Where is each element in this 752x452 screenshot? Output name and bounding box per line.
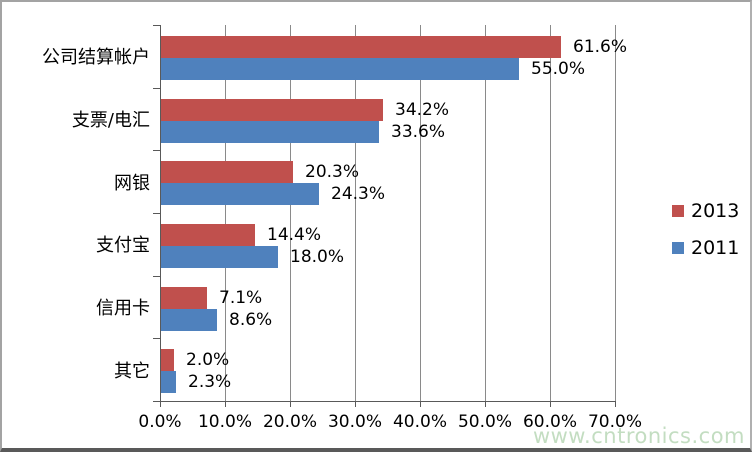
y-axis-tick <box>153 150 160 151</box>
category-label: 其它 <box>114 360 150 382</box>
value-label-2011-支付宝: 18.0% <box>290 247 345 267</box>
value-label-2011-网银: 24.3% <box>331 184 386 204</box>
x-axis-tick-20.0% <box>290 402 291 407</box>
bar-2011-信用卡 <box>161 309 217 331</box>
legend-label-2013: 2013 <box>691 200 740 222</box>
value-label-2011-其它: 2.3% <box>188 372 232 392</box>
bar-2013-支票/电汇 <box>161 99 383 121</box>
watermark-text: www.cntronics.com <box>532 424 745 448</box>
x-axis-line <box>159 401 616 402</box>
legend-swatch-2013 <box>672 205 684 217</box>
x-axis-label: 70.0% <box>587 412 642 432</box>
x-axis-label: 20.0% <box>262 412 317 432</box>
bar-2013-网银 <box>161 161 293 183</box>
bar-2013-信用卡 <box>161 287 207 309</box>
x-axis-label: 40.0% <box>392 412 447 432</box>
gridline-30.0% <box>355 25 356 401</box>
bar-2011-其它 <box>161 371 176 393</box>
legend-entry-2011: 2011 <box>672 238 739 258</box>
gridline-60.0% <box>550 25 551 401</box>
category-label: 支付宝 <box>96 235 150 257</box>
value-label-2013-支票/电汇: 34.2% <box>395 100 450 120</box>
category-label: 网银 <box>114 172 150 194</box>
x-axis-label: 0.0% <box>138 412 182 432</box>
y-axis-tick <box>153 401 160 402</box>
plot-area: 61.6% 55.0% 34.2% 33.6% 20.3% 24.3% 14.4% 18.0%… <box>153 25 627 407</box>
x-axis-label: 10.0% <box>197 412 252 432</box>
bar-2013-公司结算帐户 <box>161 36 561 58</box>
value-label-2011-信用卡: 8.6% <box>229 310 273 330</box>
category-label: 公司结算帐户 <box>42 47 150 69</box>
gridline-40.0% <box>420 25 421 401</box>
gridline-20.0% <box>290 25 291 401</box>
y-axis-line <box>160 25 161 401</box>
y-axis-tick <box>153 276 160 277</box>
x-axis-tick-30.0% <box>355 402 356 407</box>
gridline-70.0% <box>615 25 616 401</box>
x-axis-tick-70.0% <box>615 402 616 407</box>
bar-2011-网银 <box>161 183 319 205</box>
legend-entry-2013: 2013 <box>672 201 739 221</box>
bar-2011-支票/电汇 <box>161 121 379 143</box>
x-axis-tick-0.0% <box>160 402 161 407</box>
value-label-2013-公司结算帐户: 61.6% <box>573 37 628 57</box>
legend-label-2011: 2011 <box>691 237 740 259</box>
x-axis-label: 30.0% <box>327 412 382 432</box>
y-axis-tick <box>153 88 160 89</box>
legend-swatch-2011 <box>672 242 684 254</box>
x-axis-label: 50.0% <box>457 412 512 432</box>
x-axis-tick-50.0% <box>485 402 486 407</box>
bar-2013-支付宝 <box>161 224 255 246</box>
y-axis-tick <box>153 213 160 214</box>
x-axis-tick-40.0% <box>420 402 421 407</box>
y-axis-tick <box>153 25 160 26</box>
category-label: 支票/电汇 <box>71 109 150 131</box>
value-label-2013-信用卡: 7.1% <box>219 288 263 308</box>
category-label: 信用卡 <box>96 297 150 319</box>
gridline-50.0% <box>485 25 486 401</box>
bar-2013-其它 <box>161 349 174 371</box>
y-axis-tick <box>153 338 160 339</box>
gridline-10.0% <box>225 25 226 401</box>
value-label-2013-其它: 2.0% <box>186 350 230 370</box>
value-label-2013-网银: 20.3% <box>305 162 360 182</box>
chart-legend: 2013 2011 <box>672 201 739 275</box>
x-axis-tick-10.0% <box>225 402 226 407</box>
x-axis-tick-60.0% <box>550 402 551 407</box>
value-label-2011-支票/电汇: 33.6% <box>391 122 446 142</box>
x-axis-label: 60.0% <box>522 412 577 432</box>
bar-2011-支付宝 <box>161 246 278 268</box>
value-label-2013-支付宝: 14.4% <box>267 225 322 245</box>
value-label-2011-公司结算帐户: 55.0% <box>531 59 586 79</box>
bar-2011-公司结算帐户 <box>161 58 519 80</box>
